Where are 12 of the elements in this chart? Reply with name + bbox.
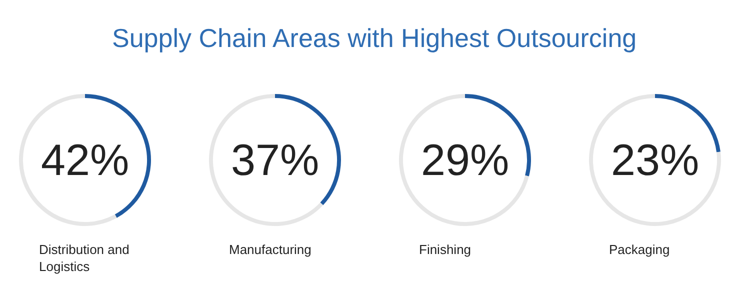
text: Finishing [419,242,472,257]
text: 42% [41,136,130,185]
donut-slice [399,94,529,226]
donut-slice [209,94,324,226]
text: Distribution and Logistics [39,242,130,274]
text: 37% [231,136,320,185]
text: Packaging [609,242,670,257]
text: 29% [421,136,510,185]
text: 23% [611,136,700,185]
text: Manufacturing [229,242,312,257]
donut-slice [589,94,721,226]
text: Supply Chain Areas with Highest Outsourcing [112,23,637,53]
